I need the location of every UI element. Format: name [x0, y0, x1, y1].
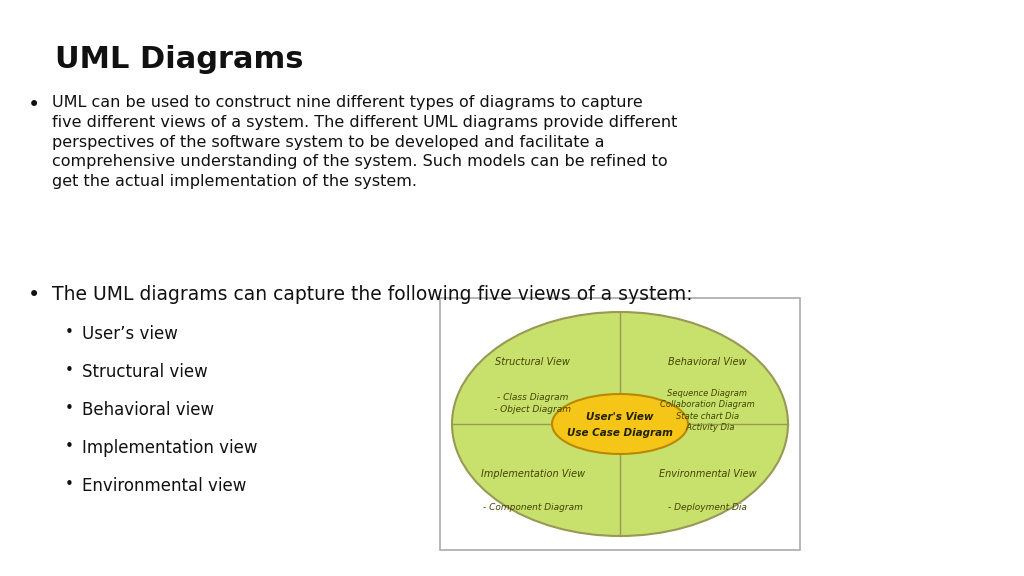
Text: Structural view: Structural view [82, 363, 208, 381]
Text: User's View: User's View [587, 412, 653, 422]
Text: •: • [65, 363, 74, 378]
Ellipse shape [552, 394, 688, 454]
Text: •: • [65, 325, 74, 340]
Text: - Deployment Dia: - Deployment Dia [668, 503, 746, 513]
Text: Use Case Diagram: Use Case Diagram [567, 428, 673, 438]
Text: Implementation View: Implementation View [480, 469, 585, 479]
Text: •: • [65, 401, 74, 416]
Text: •: • [65, 477, 74, 492]
Text: •: • [28, 285, 40, 305]
Text: •: • [28, 95, 40, 115]
Text: UML Diagrams: UML Diagrams [55, 45, 303, 74]
Bar [440, 298, 800, 550]
Text: The UML diagrams can capture the following five views of a system:: The UML diagrams can capture the followi… [52, 285, 692, 304]
Text: - Class Diagram
- Object Diagram: - Class Diagram - Object Diagram [495, 393, 571, 414]
Text: UML can be used to construct nine different types of diagrams to capture
five di: UML can be used to construct nine differ… [52, 95, 677, 189]
Text: User’s view: User’s view [82, 325, 178, 343]
Ellipse shape [452, 312, 788, 536]
Text: Structural View: Structural View [496, 357, 570, 367]
Text: Behavioral View: Behavioral View [668, 357, 746, 367]
Text: Environmental View: Environmental View [658, 469, 756, 479]
Text: Environmental view: Environmental view [82, 477, 247, 495]
Text: - Component Diagram: - Component Diagram [482, 503, 583, 513]
Text: Behavioral view: Behavioral view [82, 401, 214, 419]
Text: Sequence Diagram
Collaboration Diagram
State chart Dia
  Activity Dia: Sequence Diagram Collaboration Diagram S… [660, 389, 755, 432]
Text: •: • [65, 439, 74, 454]
Text: Implementation view: Implementation view [82, 439, 257, 457]
